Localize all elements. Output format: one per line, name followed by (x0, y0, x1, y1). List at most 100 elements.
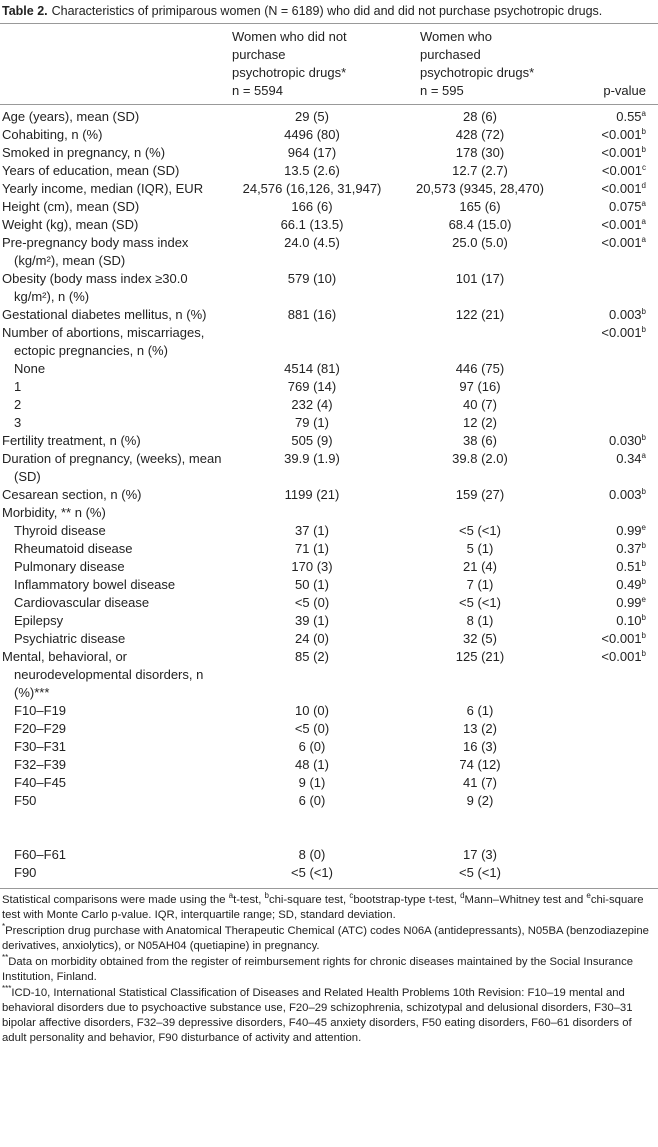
p-note: b (641, 433, 646, 442)
cell-purchased: 12.7 (2.7) (452, 163, 508, 178)
row-label: Epilepsy (14, 613, 64, 628)
p-value: <0.001 (601, 145, 642, 160)
footnote-text: Prescription drug purchase with Anatomic… (2, 925, 649, 952)
cell-p-value (568, 720, 658, 738)
p-note: a (641, 109, 646, 118)
p-value: <0.001 (601, 217, 642, 232)
p-value: <0.001 (601, 631, 642, 646)
row-label: Years of education, mean (SD) (2, 163, 180, 178)
footnote-marker: c (349, 891, 354, 900)
p-value: 0.34 (616, 451, 642, 466)
cell-not-purchased: 71 (1) (295, 541, 329, 556)
cell-p-value: <0.001a (568, 234, 658, 270)
cell-purchased: <5 (<1) (459, 865, 501, 880)
row-label: Morbidity, ** n (%) (2, 505, 106, 520)
row-label: F50 (14, 793, 37, 808)
data-table: Women who did not purchase psychotropic … (0, 24, 658, 889)
cell-not-purchased (232, 504, 392, 522)
row-label: Inflammatory bowel disease (14, 577, 176, 592)
cell-not-purchased: 24.0 (4.5) (284, 235, 340, 250)
p-note: a (641, 235, 646, 244)
footnote-text: Mann–Whitney test and (464, 894, 587, 906)
p-value: 0.10 (616, 613, 642, 628)
table-row: 1 769 (14) 97 (16) (0, 378, 658, 396)
cell-p-value: <0.001c (568, 162, 658, 180)
table-row: F40–F45 9 (1) 41 (7) (0, 774, 658, 792)
p-note: b (641, 307, 646, 316)
cell-purchased: <5 (<1) (459, 523, 501, 538)
cell-p-value: 0.37b (568, 540, 658, 558)
cell-not-purchased: 48 (1) (295, 757, 329, 772)
cell-p-value: 0.34a (568, 450, 658, 486)
cell-p-value (568, 774, 658, 792)
cell-purchased: 74 (12) (459, 757, 501, 772)
row-label: Number of abortions, miscarriages, ectop… (2, 325, 205, 358)
cell-not-purchased: <5 (<1) (291, 865, 333, 880)
cell-p-value (568, 810, 658, 864)
cell-p-value: 0.49b (568, 576, 658, 594)
cell-purchased: 41 (7) (463, 775, 497, 790)
p-note: b (641, 559, 646, 568)
cell-purchased: 17 (3) (463, 847, 497, 862)
cell-purchased: 13 (2) (463, 721, 497, 736)
row-label: Obesity (body mass index ≥30.0 kg/m²), n… (2, 271, 188, 304)
cell-not-purchased: 24 (0) (295, 631, 329, 646)
cell-purchased: 28 (6) (463, 109, 497, 124)
header-empty (0, 24, 232, 105)
cell-purchased: 7 (1) (466, 577, 494, 592)
cell-p-value (568, 792, 658, 810)
row-label: Cohabiting, n (%) (2, 127, 103, 142)
cell-not-purchased: 6 (0) (298, 793, 326, 808)
table-row: Number of abortions, miscarriages, ectop… (0, 324, 658, 360)
p-value: 0.49 (616, 577, 642, 592)
caption-text: Characteristics of primiparous women (N … (51, 4, 603, 18)
row-label: Psychiatric disease (14, 631, 126, 646)
cell-p-value (568, 414, 658, 432)
p-note: c (642, 163, 646, 172)
cell-not-purchased: 505 (9) (291, 433, 333, 448)
cell-p-value: 0.030b (568, 432, 658, 450)
cell-p-value: <0.001a (568, 216, 658, 234)
cell-purchased: 165 (6) (459, 199, 501, 214)
p-value: <0.001 (601, 127, 642, 142)
row-label: Duration of pregnancy, (weeks), mean (SD… (2, 451, 222, 484)
table-row: 2 232 (4) 40 (7) (0, 396, 658, 414)
cell-p-value: <0.001b (568, 126, 658, 144)
header-n: n = 595 (420, 83, 464, 98)
cell-purchased: 39.8 (2.0) (452, 451, 508, 466)
cell-not-purchased: 170 (3) (291, 559, 333, 574)
table-row: Cesarean section, n (%) 1199 (21) 159 (27)… (0, 486, 658, 504)
cell-purchased: 32 (5) (463, 631, 497, 646)
p-value: 0.51 (616, 559, 642, 574)
table-row: Gestational diabetes mellitus, n (%) 881 … (0, 306, 658, 324)
row-label: F90 (14, 865, 37, 880)
cell-purchased: 5 (1) (466, 541, 494, 556)
row-label: None (14, 361, 46, 376)
cell-purchased: 97 (16) (459, 379, 501, 394)
cell-purchased: 38 (6) (463, 433, 497, 448)
cell-purchased: 68.4 (15.0) (448, 217, 512, 232)
cell-purchased: <5 (<1) (459, 595, 501, 610)
row-label: Thyroid disease (14, 523, 106, 538)
cell-purchased: 428 (72) (455, 127, 505, 142)
footnote-marker: a (228, 891, 234, 900)
p-value: 0.55 (616, 109, 642, 124)
table-row: Age (years), mean (SD) 29 (5) 28 (6) 0.55a (0, 105, 658, 127)
header-n: n = 5594 (232, 83, 283, 98)
table-row: F90 <5 (<1) <5 (<1) (0, 864, 658, 889)
table-row: Rheumatoid disease 71 (1) 5 (1) 0.37b (0, 540, 658, 558)
table-row: None 4514 (81) 446 (75) (0, 360, 658, 378)
table-row: Morbidity, ** n (%) (0, 504, 658, 522)
footnote: **Data on morbidity obtained from the re… (2, 954, 654, 985)
header-cell: p-value (603, 83, 646, 98)
cell-p-value: 0.003b (568, 486, 658, 504)
footnote-text: bootstrap-type t-test, (353, 894, 461, 906)
p-note: b (641, 541, 646, 550)
cell-purchased: 12 (2) (463, 415, 497, 430)
row-label: Pre-pregnancy body mass index (kg/m²), m… (2, 235, 189, 268)
row-label: F40–F45 (14, 775, 67, 790)
cell-not-purchased: 6 (0) (298, 739, 326, 754)
row-label: Mental, behavioral, or neurodevelopmenta… (2, 649, 204, 700)
cell-purchased: 6 (1) (466, 703, 494, 718)
